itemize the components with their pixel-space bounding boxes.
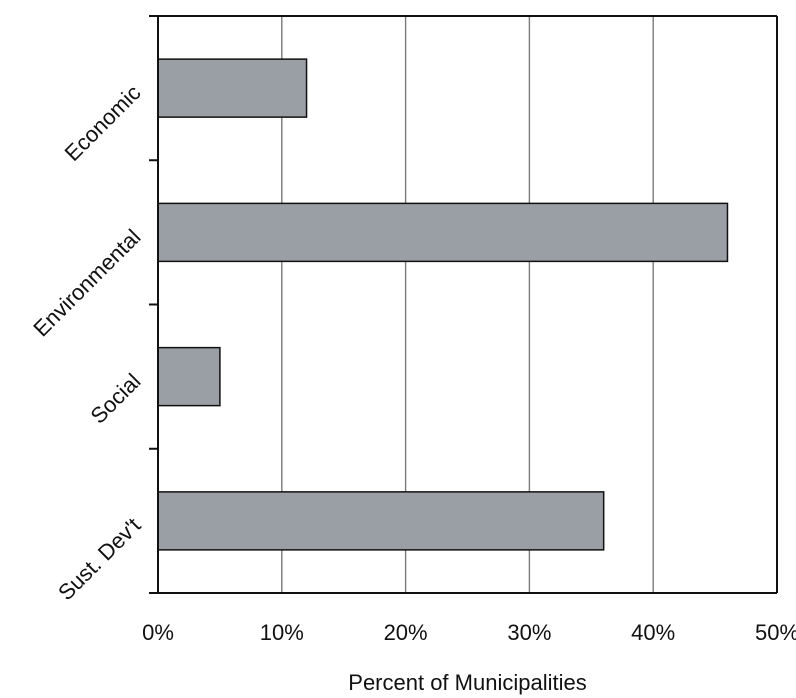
x-tick-label: 0% (142, 620, 174, 645)
bar (157, 491, 605, 551)
plot-frame (157, 15, 778, 594)
axis-ticks (149, 15, 158, 594)
x-tick-label: 20% (384, 620, 428, 645)
x-tick-label: 40% (631, 620, 675, 645)
x-tick-label: 10% (260, 620, 304, 645)
bar (157, 346, 221, 407)
bar (157, 58, 308, 118)
x-axis-title: Percent of Municipalities (348, 670, 586, 695)
bar (157, 202, 729, 263)
x-tick-label: 30% (507, 620, 551, 645)
bars (157, 58, 729, 551)
x-tick-label: 50% (755, 620, 796, 645)
